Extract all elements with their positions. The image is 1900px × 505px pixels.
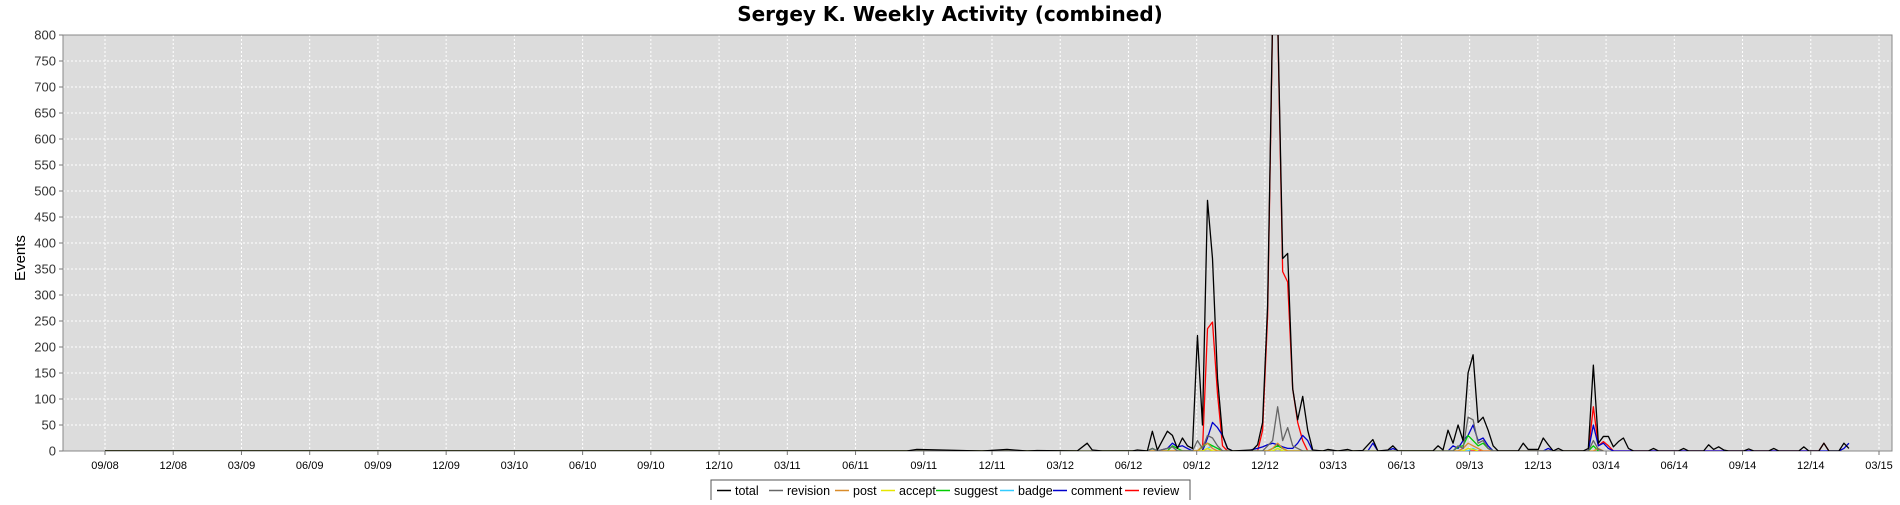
x-tick-label: 09/12 [1183,460,1211,472]
plot-background [63,35,1892,451]
x-tick-label: 12/11 [979,460,1006,472]
y-tick-label: 450 [34,210,56,225]
chart-title: Sergey K. Weekly Activity (combined) [737,2,1163,26]
y-tick-label: 700 [34,80,56,95]
x-tick-label: 03/10 [501,460,529,472]
y-tick-label: 350 [34,262,56,277]
x-tick-label: 09/09 [364,460,392,472]
x-tick-label: 06/11 [842,460,869,472]
y-tick-label: 0 [49,444,56,459]
x-tick-label: 09/13 [1456,460,1484,472]
legend-label-badge: badge [1018,484,1053,498]
legend-label-comment: comment [1071,484,1123,498]
x-tick-label: 09/14 [1729,460,1757,472]
legend: total revision post accept suggest badge comme… [710,479,1191,502]
y-tick-label: 750 [34,54,56,69]
x-tick-label: 03/11 [774,460,801,472]
y-tick-label: 50 [42,418,56,433]
x-tick-label: 03/12 [1046,460,1074,472]
y-tick-label: 600 [34,132,56,147]
y-tick-label: 300 [34,288,56,303]
legend-label-review: review [1143,484,1180,498]
y-tick-label: 250 [34,314,56,329]
series-line-comment [105,421,1850,451]
y-tick-label: 150 [34,366,56,381]
x-tick-label: 03/09 [228,460,256,472]
x-tick-label: 12/12 [1251,460,1279,472]
x-tick-label: 12/08 [159,460,187,472]
y-tick-label: 100 [34,392,56,407]
legend-label-accept: accept [899,484,936,498]
series-line-total [105,35,1850,451]
y-axis-label: Events [12,235,29,281]
x-tick-label: 09/08 [91,460,119,472]
x-tick-label: 06/14 [1661,460,1689,472]
series-line-review [105,35,1830,451]
x-tick-label: 12/10 [705,460,733,472]
plot-area [62,34,1893,452]
x-tick-label: 12/14 [1797,460,1825,472]
series-line-revision [105,406,1604,451]
y-tick-label: 650 [34,106,56,121]
x-tick-label: 06/09 [296,460,324,472]
y-tick-label: 200 [34,340,56,355]
x-tick-label: 06/10 [569,460,597,472]
series-line-post [105,442,1604,451]
y-tick-label: 800 [34,28,56,43]
y-tick-label: 500 [34,184,56,199]
x-tick-label: 12/13 [1524,460,1552,472]
x-tick-label: 06/12 [1115,460,1143,472]
x-tick-label: 06/13 [1388,460,1416,472]
x-tick-label: 09/10 [637,460,665,472]
legend-label-total: total [735,484,759,498]
legend-label-suggest: suggest [954,484,998,498]
legend-label-post: post [853,484,877,498]
y-tick-label: 550 [34,158,56,173]
series-lines [105,35,1850,451]
x-tick-label: 03/13 [1319,460,1347,472]
legend-label-revision: revision [787,484,830,498]
y-axis-ticks: 0 50 100 150 200 250 300 350 400 450 500 550 600 650 7… [34,28,63,459]
series-line-accept [105,447,1479,451]
x-tick-label: 03/15 [1865,460,1893,472]
x-tick-label: 12/09 [432,460,460,472]
x-axis-ticks: 09/08 12/08 03/09 06/09 09/09 12/09 03/10 06/10… [91,451,1893,472]
y-tick-label: 400 [34,236,56,251]
x-tick-label: 03/14 [1592,460,1620,472]
x-tick-label: 09/11 [910,460,937,472]
